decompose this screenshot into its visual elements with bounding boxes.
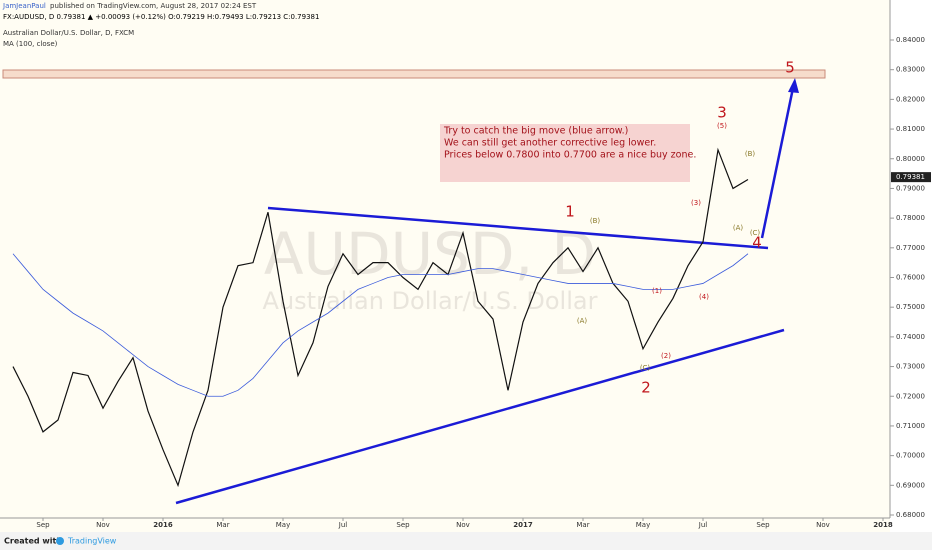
y-tick-label: 0.68000 <box>896 511 925 519</box>
publisher[interactable]: JamJeanPaul <box>2 2 46 10</box>
note-line: Try to catch the big move (blue arrow.) <box>443 126 628 137</box>
x-tick-label: Mar <box>216 521 229 529</box>
resistance-zone <box>2 69 826 79</box>
x-tick-label: 2017 <box>513 521 533 529</box>
watermark-sub: Australian Dollar/U.S. Dollar <box>263 287 598 315</box>
x-tick-label: Nov <box>816 521 830 529</box>
y-tick-label: 0.75000 <box>896 303 925 311</box>
x-tick-label: Sep <box>396 521 410 529</box>
y-tick-label: 0.71000 <box>896 422 925 430</box>
wave-label: 3 <box>717 104 727 122</box>
y-tick-label: 0.83000 <box>896 66 925 74</box>
wave-label: 4 <box>752 234 762 252</box>
x-tick-label: Sep <box>756 521 770 529</box>
wave-label: (C) <box>640 364 651 372</box>
y-tick-label: 0.77000 <box>896 244 925 252</box>
x-tick-label: May <box>636 521 650 529</box>
x-tick-label: Sep <box>36 521 50 529</box>
arrow <box>760 87 795 239</box>
x-tick-label: May <box>276 521 290 529</box>
wave-label: (B) <box>745 150 756 158</box>
price-line <box>12 147 749 488</box>
y-tick-label: 0.72000 <box>896 392 925 400</box>
price-axis <box>890 0 932 532</box>
y-tick-label: 0.78000 <box>896 214 925 222</box>
wave-label: (A) <box>577 317 588 325</box>
wave-label: 2 <box>641 379 651 397</box>
footer-text: Created with <box>4 537 62 546</box>
wave-label: (3) <box>691 199 701 207</box>
last-price-tag <box>891 172 931 183</box>
wave-label: 1 <box>565 203 575 221</box>
x-tick-label: 2016 <box>153 521 173 529</box>
published: published on TradingView.com, August 28,… <box>50 2 257 10</box>
wave-label: (1) <box>652 287 662 295</box>
watermark: AUDUSD, D <box>264 220 596 288</box>
logo <box>56 537 64 545</box>
y-tick-label: 0.70000 <box>896 452 925 460</box>
x-tick-label: Jul <box>698 521 708 529</box>
last-price-label: 0.79381 <box>896 173 925 181</box>
y-tick-label: 0.81000 <box>896 125 925 133</box>
wave-label: 5 <box>785 59 795 77</box>
wave-label: (B) <box>590 217 601 225</box>
x-tick-label: Jul <box>338 521 348 529</box>
y-tick-label: 0.80000 <box>896 155 925 163</box>
wave-label: (C) <box>750 229 761 237</box>
x-tick-label: Mar <box>576 521 589 529</box>
legend-ma: MA (100, close) <box>3 40 58 48</box>
wave-label: (4) <box>699 293 709 301</box>
y-tick-label: 0.79000 <box>896 184 925 192</box>
arrow-head <box>788 78 799 93</box>
y-tick-label: 0.82000 <box>896 95 925 103</box>
note-line: Prices below 0.7800 into 0.7700 are a ni… <box>444 150 696 161</box>
chart-background <box>0 0 932 532</box>
note-line: We can still get another corrective leg … <box>444 138 656 149</box>
wave-label: (5) <box>717 122 727 130</box>
y-tick-label: 0.84000 <box>896 36 925 44</box>
y-tick-label: 0.73000 <box>896 363 925 371</box>
x-tick-label: 2018 <box>873 521 893 529</box>
x-tick-label: Nov <box>96 521 110 529</box>
trendline <box>267 206 769 250</box>
trendline <box>175 328 785 505</box>
quote: FX:AUDUSD, D 0.79381 ▲ +0.00093 (+0.12%)… <box>3 13 319 21</box>
wave-label: (2) <box>661 352 671 360</box>
x-tick-label: Nov <box>456 521 470 529</box>
footer <box>0 532 932 550</box>
note-box <box>440 124 690 182</box>
y-tick-label: 0.74000 <box>896 333 925 341</box>
wave-label: (A) <box>733 224 744 232</box>
y-tick-label: 0.76000 <box>896 274 925 282</box>
y-tick-label: 0.69000 <box>896 481 925 489</box>
legend-symbol: Australian Dollar/U.S. Dollar, D, FXCM <box>3 29 134 37</box>
ma-line <box>12 253 749 397</box>
footer-brand[interactable]: TradingView <box>67 537 117 546</box>
